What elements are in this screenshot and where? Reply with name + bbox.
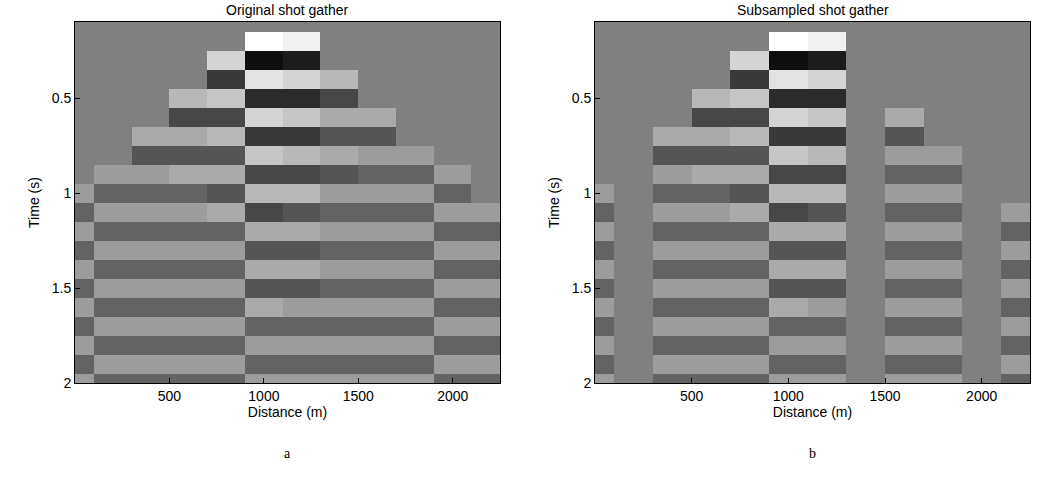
svg-text:Distance (m): Distance (m) [248, 404, 327, 420]
svg-text:Subsampled shot gather: Subsampled shot gather [737, 2, 889, 18]
svg-text:500: 500 [680, 388, 704, 404]
svg-text:1.5: 1.5 [52, 280, 72, 296]
svg-text:0.5: 0.5 [52, 90, 72, 106]
svg-text:0.5: 0.5 [572, 90, 592, 106]
svg-text:b: b [809, 446, 816, 461]
svg-text:2000: 2000 [437, 388, 468, 404]
svg-text:1500: 1500 [869, 388, 900, 404]
svg-text:a: a [284, 446, 291, 461]
svg-text:1000: 1000 [248, 388, 279, 404]
svg-text:500: 500 [158, 388, 182, 404]
svg-text:1.5: 1.5 [572, 280, 592, 296]
svg-text:1000: 1000 [773, 388, 804, 404]
svg-text:Time (s): Time (s) [26, 177, 42, 228]
svg-text:2: 2 [583, 375, 591, 391]
svg-text:2: 2 [63, 375, 71, 391]
svg-text:1500: 1500 [343, 388, 374, 404]
svg-text:Original shot gather: Original shot gather [226, 2, 349, 18]
svg-text:1: 1 [63, 185, 71, 201]
svg-text:1: 1 [583, 185, 591, 201]
svg-text:2000: 2000 [966, 388, 997, 404]
svg-text:Distance (m): Distance (m) [773, 404, 852, 420]
svg-text:Time (s): Time (s) [546, 177, 562, 228]
